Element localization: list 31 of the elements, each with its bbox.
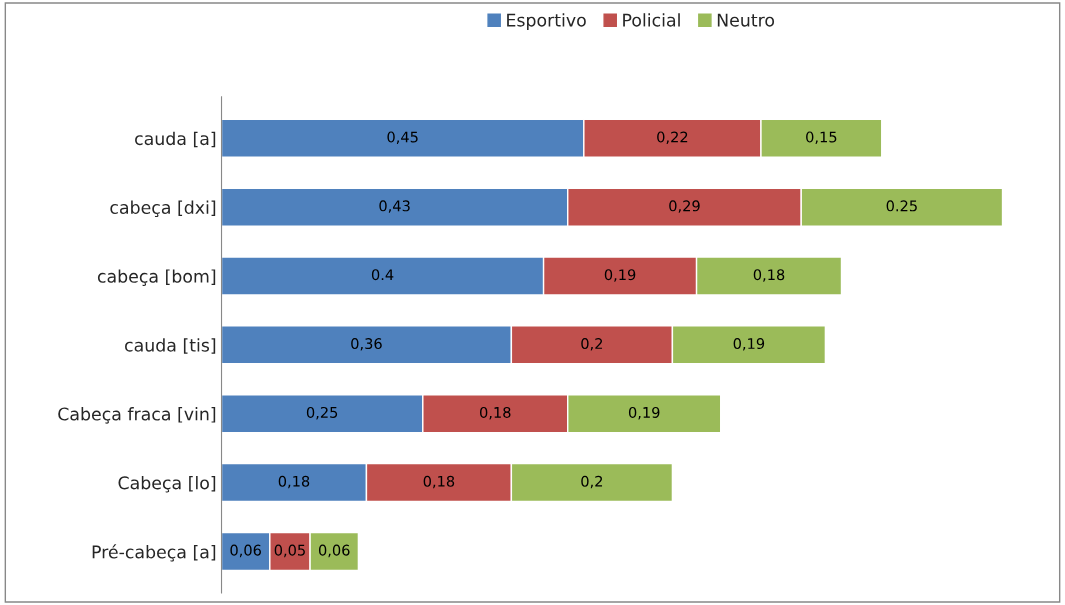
data-label: 0,2 [581, 338, 603, 351]
data-label: 0.25 [886, 200, 917, 212]
legend-label: Esportivo [507, 13, 586, 31]
y-tick-label: Cabeça [lo] [118, 475, 216, 493]
legend-label: Policial [623, 13, 680, 27]
data-label: 0.4 [371, 269, 394, 281]
data-label: 0,18 [423, 475, 455, 489]
y-tick-label: cauda [a] [135, 131, 216, 148]
data-label: 0,05 [274, 544, 305, 558]
y-tick-label: Pré-cabeça [a] [92, 544, 216, 562]
data-label: 0,15 [806, 131, 837, 144]
data-label: 0,25 [306, 406, 338, 420]
y-tick-label: cabeça [dxi] [110, 200, 216, 218]
data-label: 0,06 [318, 544, 350, 558]
data-label: 0,19 [733, 338, 765, 351]
data-label: 0,19 [604, 269, 636, 282]
data-label: 0,45 [387, 131, 418, 144]
data-label: 0,18 [278, 475, 310, 489]
data-label: 0,18 [480, 406, 511, 420]
y-tick-label: cauda [tis] [125, 338, 216, 354]
legend-label: Neutro [717, 13, 775, 27]
data-label: 0,18 [753, 269, 785, 282]
data-label: 0,2 [581, 475, 603, 489]
data-label: 0,22 [657, 131, 688, 144]
data-label: 0,36 [351, 338, 382, 351]
y-tick-label: Cabeça fraca [vin] [58, 407, 216, 424]
data-label: 0,29 [669, 200, 700, 213]
y-tick-label: cabeça [bom] [97, 269, 216, 286]
data-label: 0,43 [379, 200, 410, 213]
data-label: 0,06 [230, 544, 261, 558]
data-label: 0,19 [628, 406, 660, 420]
